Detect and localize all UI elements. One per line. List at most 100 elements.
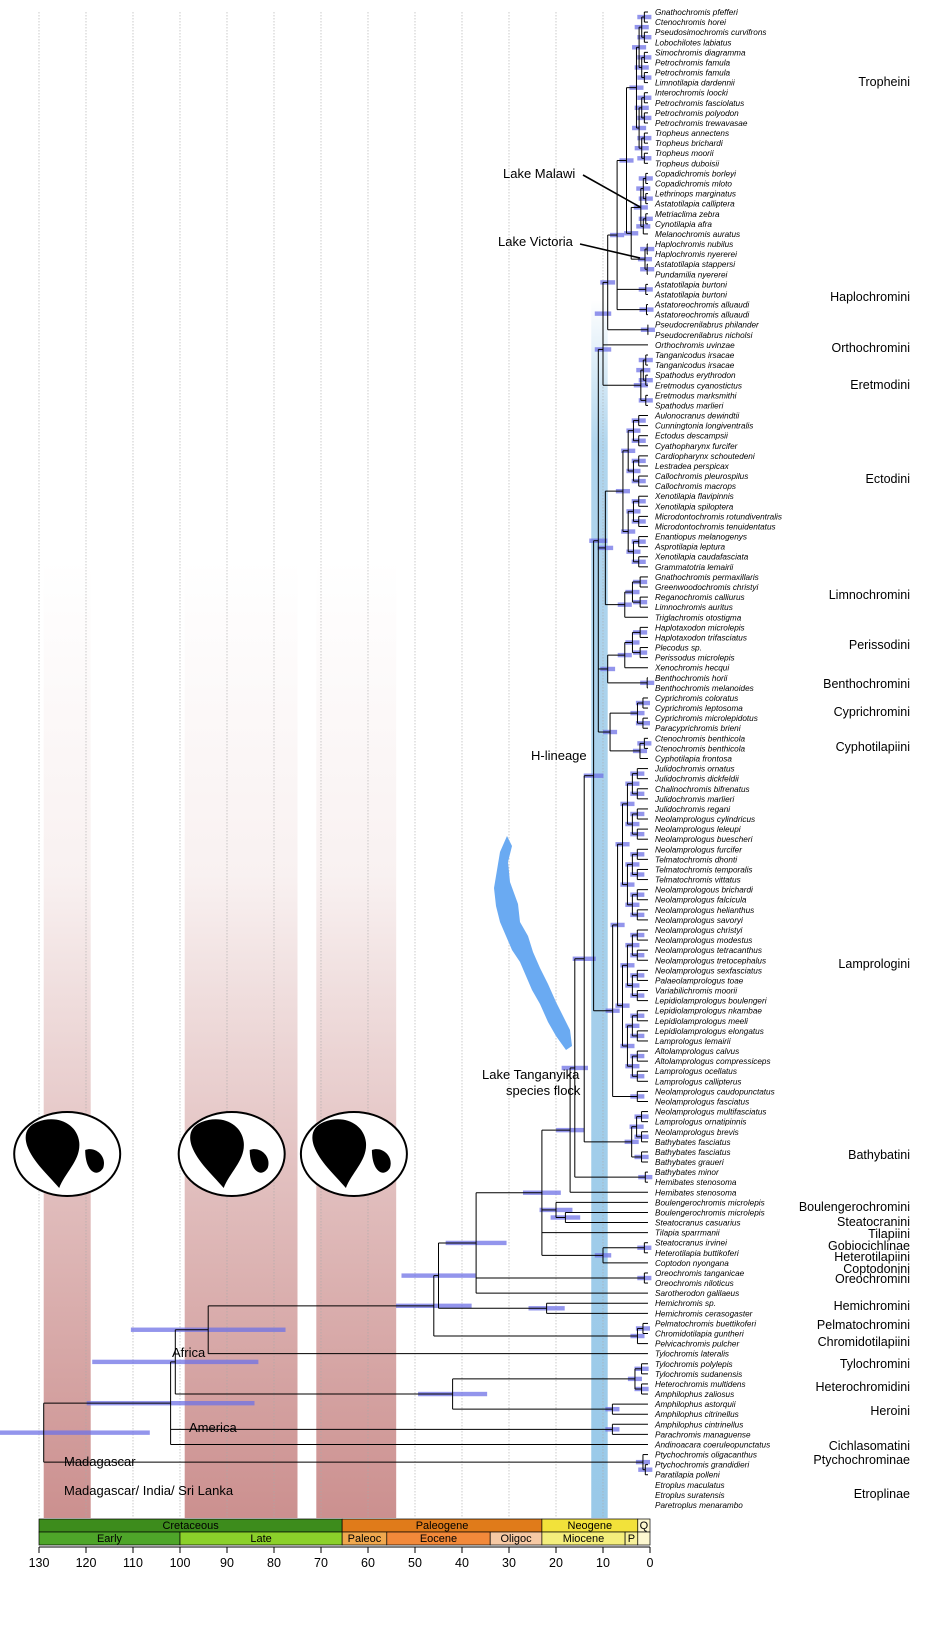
- taxon-label: Xenotilapia spiloptera: [654, 502, 734, 511]
- taxon-label: Astatotilapia calliptera: [654, 200, 735, 209]
- axis-tick-label: 0: [647, 1556, 654, 1570]
- phylogenetic-tree: [43, 11, 649, 1476]
- taxon-label: Paracyprichromis brieni: [655, 724, 741, 733]
- taxon-label: Ptychochromis grandidieri: [655, 1461, 749, 1470]
- taxon-label: Callochromis macrops: [655, 482, 736, 491]
- taxon-label: Hemibates stenosoma: [655, 1188, 737, 1197]
- axis-tick-label: 50: [408, 1556, 422, 1570]
- period-label: Neogene: [568, 1520, 613, 1532]
- taxon-label: Gnathochromis permaxillaris: [655, 573, 759, 582]
- taxon-label: Petrochromis fasciolatus: [655, 99, 744, 108]
- globe-icon: [177, 1111, 286, 1197]
- taxon-label: Heterotilapia buttikoferi: [655, 1249, 739, 1258]
- taxon-label: Neolamprologus modestus: [655, 936, 752, 945]
- taxon-label: Telmatochromis vittatus: [655, 876, 741, 885]
- taxon-label: Neolamprologus brevis: [655, 1128, 739, 1137]
- taxon-label: Chromidotilapia guntheri: [655, 1330, 744, 1339]
- taxon-label: Tropheus annectens: [655, 129, 729, 138]
- time-axis: 130 120 110 100 90 80 70 60 50 40 30 20 10 0: [29, 1546, 654, 1570]
- taxon-label: Altolamprologus compressiceps: [654, 1057, 771, 1066]
- taxon-label: Parachromis managuense: [655, 1430, 751, 1439]
- taxon-label: Lamprologus lemairii: [655, 1037, 731, 1046]
- taxon-label: Triglachromis otostigma: [655, 613, 742, 622]
- taxon-label: Neolamprologus tretocephalus: [655, 956, 766, 965]
- taxon-label: Astatoreochromis alluaudi: [654, 301, 749, 310]
- taxon-label: Ctenochromis benthicola: [655, 744, 746, 753]
- axis-tick-label: 90: [220, 1556, 234, 1570]
- taxon-label: Callochromis pleurospilus: [655, 472, 748, 481]
- taxon-label: Spathodus marlieri: [655, 401, 723, 410]
- taxon-label: Simochromis diagramma: [655, 48, 746, 57]
- taxon-label: Neolamprologus leleupi: [655, 825, 741, 834]
- taxon-label: Microdontochromis tenuidentatus: [655, 522, 776, 531]
- taxon-label: Plecodus sp.: [655, 644, 702, 653]
- tribe-label: Bathybatini: [848, 1148, 910, 1162]
- taxon-label: Neolamprologus tetracanthus: [655, 946, 762, 955]
- continent-shape: [371, 1149, 391, 1173]
- tanganyika-label-line2: species flock: [506, 1083, 581, 1098]
- epoch-label: Oligoc: [500, 1533, 532, 1545]
- taxon-label: Palaeolamprologus toae: [655, 976, 744, 985]
- taxon-label: Astatotilapia burtoni: [654, 290, 727, 299]
- tribe-label: Heterotilapiini: [834, 1250, 910, 1264]
- taxon-label: Bathybates fasciatus: [655, 1138, 731, 1147]
- taxon-label: Tropheus duboisii: [655, 159, 719, 168]
- tribe-label: Hemichromini: [834, 1299, 910, 1313]
- axis-tick-label: 110: [123, 1556, 143, 1570]
- taxon-label: Tanganicodus irsacae: [655, 351, 735, 360]
- taxon-label: Neolamprologus fasciatus: [655, 1097, 749, 1106]
- taxon-label: Copadichromis borleyi: [655, 169, 736, 178]
- continent-shape: [249, 1149, 269, 1173]
- paleogeography-globes: [13, 1111, 408, 1197]
- axis-tick-label: 70: [314, 1556, 328, 1570]
- tribe-label: Etroplinae: [854, 1487, 910, 1501]
- taxon-label: Tylochromis polylepis: [655, 1360, 733, 1369]
- lake-malawi-label: Lake Malawi: [503, 166, 575, 181]
- taxon-label: Tropheus brichardi: [655, 139, 723, 148]
- taxon-label: Telmatochromis temporalis: [655, 865, 753, 874]
- period-label: Paleogene: [416, 1520, 469, 1532]
- taxon-label: Haplochromis nyererei: [655, 250, 737, 259]
- taxon-label: Greenwoodochromis christyi: [655, 583, 758, 592]
- madagascar-india-label: Madagascar/ India/ Sri Lanka: [64, 1483, 234, 1498]
- taxon-label: Chalinochromis bifrenatus: [655, 785, 750, 794]
- axis-tick-label: 20: [549, 1556, 563, 1570]
- taxon-label: Spathodus erythrodon: [655, 371, 736, 380]
- taxon-label: Andinoacara coeruleopunctatus: [654, 1440, 770, 1449]
- tribe-label: Ptychochrominae: [813, 1453, 910, 1467]
- taxon-label: Haplotaxodon trifasciatus: [655, 633, 747, 642]
- taxon-label: Julidochromis dickfeldii: [654, 775, 739, 784]
- taxon-label: Grammatotria lemairii: [655, 563, 733, 572]
- axis-tick-label: 100: [170, 1556, 191, 1570]
- taxon-label: Orthochromis uvinzae: [655, 341, 735, 350]
- lake-tanganyika-shape: [494, 836, 572, 1050]
- taxon-label: Tropheus moorii: [655, 149, 714, 158]
- taxon-label: Eretmodus marksmithi: [655, 391, 737, 400]
- taxon-label: Tanganicodus irsacae: [655, 361, 735, 370]
- taxon-label: Hemibates stenosoma: [655, 1178, 737, 1187]
- tribe-label: Limnochromini: [829, 588, 910, 602]
- taxon-label: Boulengerochromis microlepis: [655, 1198, 765, 1207]
- taxon-label: Astatotilapia burtoni: [654, 280, 727, 289]
- taxon-label: Coptodon nyongana: [655, 1259, 729, 1268]
- taxon-label: Petrochromis famula: [655, 69, 731, 78]
- tribe-label: Boulengerochromini: [799, 1200, 910, 1214]
- epoch-label: Eocene: [420, 1533, 457, 1545]
- epoch-label: Early: [97, 1533, 123, 1545]
- taxon-label: Xenotilapia caudafasciata: [654, 553, 749, 562]
- continent-shape: [312, 1119, 367, 1188]
- geologic-timescale: Cretaceous Paleogene Neogene Q Early Late Pale…: [38, 1518, 651, 1546]
- epoch-label: P: [628, 1533, 635, 1545]
- epoch-box: [637, 1531, 651, 1546]
- continent-shape: [25, 1119, 80, 1188]
- lake-victoria-pointer: [579, 243, 641, 259]
- taxon-label: Tilapia sparrmanii: [655, 1229, 720, 1238]
- taxon-label: Reganochromis calliurus: [655, 593, 745, 602]
- taxon-label: Ctenochromis horei: [655, 18, 726, 27]
- continent-shape: [85, 1149, 104, 1173]
- tribe-label: Benthochromini: [823, 677, 910, 691]
- axis-tick-label: 80: [267, 1556, 281, 1570]
- taxon-label: Perissodus microlepis: [655, 654, 735, 663]
- taxon-label: Lepidiolamprologus meeli: [655, 1017, 748, 1026]
